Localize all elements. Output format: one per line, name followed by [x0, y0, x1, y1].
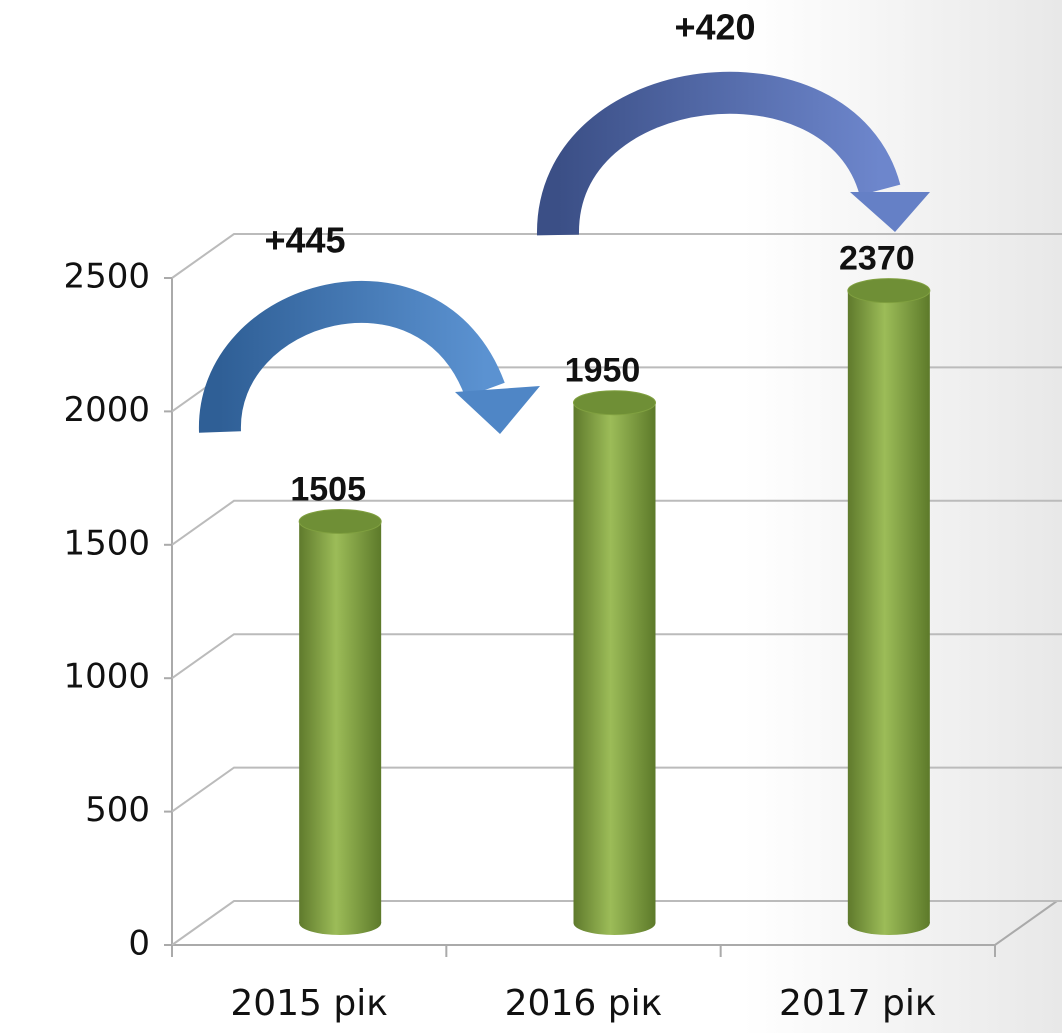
bar-body — [847, 290, 930, 924]
bar-top — [573, 390, 656, 416]
bars — [298, 278, 931, 935]
bar-bottom — [299, 911, 382, 935]
bar — [573, 390, 656, 935]
y-tick-label: 0 — [128, 924, 150, 964]
x-tick-label: 2017 рік — [779, 983, 937, 1024]
y-tick-label: 1000 — [63, 657, 150, 697]
bar — [847, 278, 931, 935]
annotation: +420 — [674, 7, 755, 48]
y-tick-label: 1500 — [63, 523, 150, 563]
value-label: 1505 — [290, 470, 366, 508]
x-tick-label: 2016 рік — [505, 983, 663, 1024]
y-tick-label: 2500 — [63, 257, 150, 297]
annotation: +445 — [264, 220, 345, 261]
value-label: 1950 — [565, 352, 641, 390]
bar-top — [847, 278, 931, 304]
y-tick-label: 500 — [85, 790, 150, 830]
arrow-head — [455, 386, 540, 434]
grid-line — [171, 233, 1062, 279]
grid-line — [171, 499, 1062, 546]
grid-line — [171, 900, 1062, 946]
bar — [298, 508, 382, 935]
y-tick-label: 2000 — [63, 390, 150, 430]
arrow — [198, 281, 505, 433]
bar-body — [299, 521, 382, 923]
bar-bottom — [847, 911, 930, 935]
grid-line — [171, 633, 1062, 680]
arrow — [536, 71, 901, 236]
value-label: 2370 — [839, 240, 915, 278]
arrow-head — [850, 192, 930, 232]
bar-body — [573, 402, 656, 923]
bar-top — [298, 508, 382, 534]
x-tick-label: 2015 рік — [230, 983, 388, 1024]
grid-line — [171, 766, 1062, 813]
bar-bottom — [573, 911, 656, 935]
